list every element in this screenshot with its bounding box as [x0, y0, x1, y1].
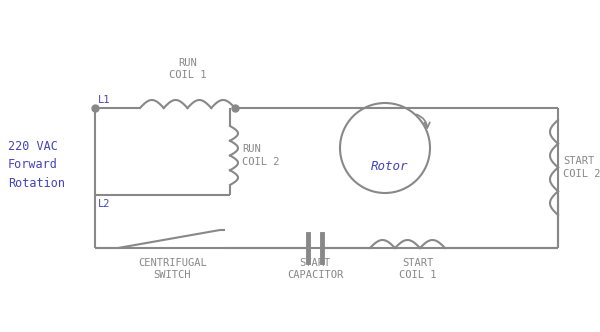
Text: L1: L1 [98, 95, 110, 105]
Text: RUN
COIL 1: RUN COIL 1 [169, 57, 206, 80]
Text: RUN
COIL 2: RUN COIL 2 [242, 144, 280, 167]
Text: 220 VAC
Forward
Rotation: 220 VAC Forward Rotation [8, 140, 65, 190]
Text: START
CAPACITOR: START CAPACITOR [287, 258, 343, 281]
Text: START
COIL 1: START COIL 1 [399, 258, 436, 281]
Text: START
COIL 2: START COIL 2 [563, 156, 600, 179]
Text: L2: L2 [98, 199, 110, 209]
Text: CENTRIFUGAL
SWITCH: CENTRIFUGAL SWITCH [138, 258, 207, 281]
Text: Rotor: Rotor [371, 159, 409, 173]
